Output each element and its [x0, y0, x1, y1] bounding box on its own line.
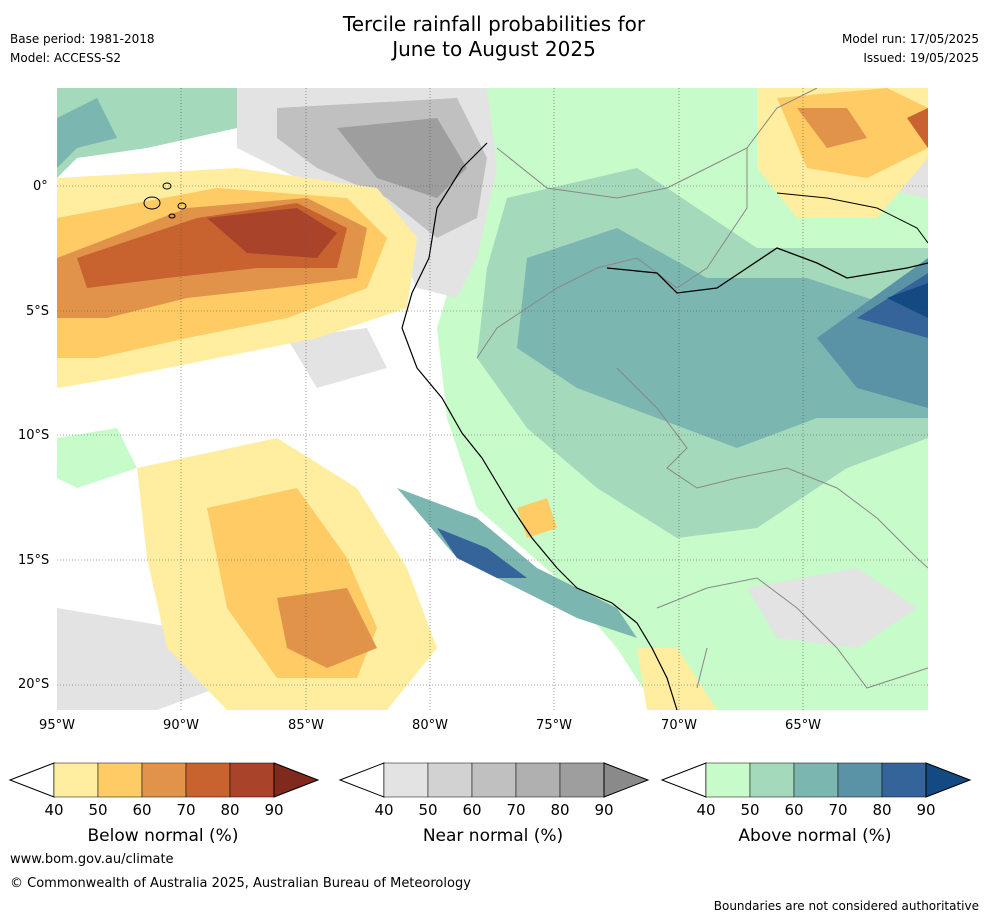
- issued-date: Issued: 19/05/2025: [863, 51, 979, 65]
- copyright-notice: © Commonwealth of Australia 2025, Austra…: [10, 876, 471, 891]
- colorbar-below-normal-bin: [53, 762, 99, 798]
- lat-label-10s: 10°S: [18, 428, 50, 443]
- above-tick: 90: [916, 801, 936, 819]
- below-tick: 50: [88, 801, 108, 819]
- colorbar-above-normal-bin: [881, 762, 927, 798]
- above-tick: 70: [828, 801, 848, 819]
- above-tick: 40: [696, 801, 716, 819]
- lon-label-65w: 65°W: [785, 718, 821, 733]
- near-tick: 60: [462, 801, 482, 819]
- below-tick: 70: [176, 801, 196, 819]
- near-tick: 70: [506, 801, 526, 819]
- river: [776, 192, 928, 244]
- below-normal-region: [57, 88, 928, 710]
- colorbar-near-normal-bin: [559, 762, 605, 798]
- colorbar-above-normal-bin: [749, 762, 795, 798]
- lon-label-85w: 85°W: [288, 718, 324, 733]
- colorbar-near-normal: [338, 762, 650, 798]
- lat-label-20s: 20°S: [18, 677, 50, 692]
- near-normal-region: [57, 88, 928, 710]
- colorbar-above-normal-bin: [793, 762, 839, 798]
- title-line-1: Tercile rainfall probabilities for: [342, 12, 646, 36]
- base-period: Base period: 1981-2018: [10, 32, 155, 46]
- lon-label-95w: 95°W: [39, 718, 75, 733]
- lon-label-75w: 75°W: [536, 718, 572, 733]
- colorbar-below-normal-over: [273, 762, 320, 798]
- lat-label-15s: 15°S: [18, 553, 50, 568]
- colorbar-above-normal-under: [660, 762, 707, 798]
- near-tick: 90: [594, 801, 614, 819]
- coastline: [401, 142, 678, 710]
- near-tick: 50: [418, 801, 438, 819]
- river: [606, 247, 928, 294]
- title-line-2: June to August 2025: [392, 37, 596, 61]
- rainfall-probability-map: [57, 88, 928, 710]
- lat-label-5s: 5°S: [26, 304, 50, 319]
- colorbar-near-normal-over: [603, 762, 650, 798]
- page-title: Tercile rainfall probabilities for June …: [0, 12, 988, 62]
- lon-label-80w: 80°W: [412, 718, 448, 733]
- below-tick: 60: [132, 801, 152, 819]
- below-tick: 90: [264, 801, 284, 819]
- colorbar-near-normal-bin: [383, 762, 429, 798]
- colorbar-below-normal: [8, 762, 320, 798]
- above-tick: 50: [740, 801, 760, 819]
- lon-label-90w: 90°W: [163, 718, 199, 733]
- gridlines: [57, 88, 928, 710]
- country-borders: [476, 88, 928, 689]
- colorbar-below-normal-bin: [229, 762, 275, 798]
- near-tick: 40: [374, 801, 394, 819]
- colorbar-below-normal-bin: [141, 762, 187, 798]
- colorbar-near-normal-bin: [427, 762, 473, 798]
- model-name: Model: ACCESS-S2: [10, 51, 122, 65]
- colorbar-below-normal-bin: [97, 762, 143, 798]
- model-run: Model run: 17/05/2025: [841, 32, 979, 46]
- colorbar-below-normal-under: [8, 762, 55, 798]
- above-tick: 80: [872, 801, 892, 819]
- colorbar-near-normal-under: [338, 762, 385, 798]
- colorbar-near-normal-bin: [471, 762, 517, 798]
- lat-label-0: 0°: [33, 179, 48, 194]
- above-normal-region: [57, 88, 928, 710]
- below-tick: 80: [220, 801, 240, 819]
- colorbar-above-normal-bin: [837, 762, 883, 798]
- below-normal-label: Below normal (%): [87, 826, 239, 846]
- website-link: www.bom.gov.au/climate: [10, 852, 174, 867]
- colorbar-above-normal: [660, 762, 972, 798]
- above-tick: 60: [784, 801, 804, 819]
- near-normal-label: Near normal (%): [422, 826, 564, 846]
- above-normal-label: Above normal (%): [738, 826, 892, 846]
- colorbar-above-normal-over: [925, 762, 972, 798]
- boundaries-disclaimer: Boundaries are not considered authoritat…: [713, 899, 979, 913]
- colorbar-below-normal-bin: [185, 762, 231, 798]
- colorbar-above-normal-bin: [705, 762, 751, 798]
- colorbar-near-normal-bin: [515, 762, 561, 798]
- below-tick: 40: [44, 801, 64, 819]
- near-tick: 80: [550, 801, 570, 819]
- lon-label-70w: 70°W: [661, 718, 697, 733]
